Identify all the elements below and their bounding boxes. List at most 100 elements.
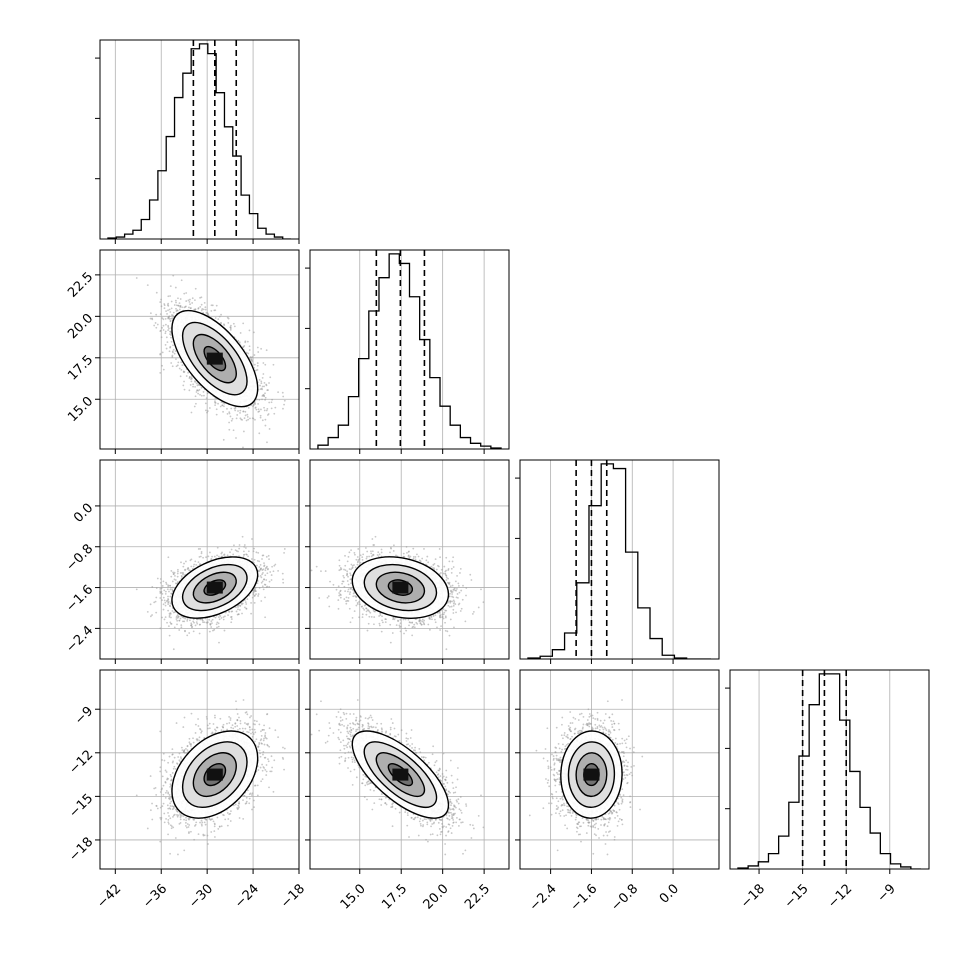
sample-point [216,621,219,624]
sample-point [264,616,267,619]
sample-point [248,345,251,348]
sample-point [266,441,268,444]
sample-point [161,317,164,319]
sample-point [159,330,162,333]
sample-point [260,576,263,579]
sample-point [242,345,245,348]
sample-point [198,632,201,635]
sample-point [244,340,247,343]
sample-point [170,300,173,303]
sample-point [253,331,255,334]
sample-point [166,341,169,344]
sample-point [263,562,265,565]
sample-point [179,304,182,307]
sample-point [260,387,263,390]
sample-point [163,599,166,602]
sample-point [230,324,232,327]
sample-point [171,314,173,316]
sample-point [258,398,261,401]
sample-point [172,573,175,575]
sample-point [254,418,256,421]
sample-point [183,292,186,295]
sample-point [227,321,230,324]
sample-point [273,412,276,415]
sample-point [217,555,220,558]
sample-point [203,621,206,624]
sample-point [255,408,258,411]
panel-1-0: 15.017.520.022.5 [65,249,300,454]
sample-point [193,563,196,566]
sample-point [187,306,190,309]
sample-point [176,575,179,578]
sample-point [169,345,172,348]
sample-point [220,313,222,316]
sample-point [177,297,179,300]
sample-point [224,611,227,614]
sample-point [186,634,189,637]
sample-point [168,308,171,311]
sample-point [161,616,163,619]
sample-point [156,577,159,580]
sample-point [153,601,156,604]
sample-point [172,311,175,314]
sample-point [246,340,249,343]
sample-point [228,411,231,414]
sample-point [196,389,199,392]
sample-point [232,553,235,556]
sample-point [176,581,179,583]
sample-point [178,367,181,370]
sample-point [259,414,262,417]
sample-point [204,409,207,412]
sample-point [272,363,275,366]
sample-point [135,277,138,279]
sample-point [250,602,252,604]
sample-point [243,544,246,546]
sample-point [174,286,177,289]
sample-point [235,437,237,439]
sample-point [211,304,214,307]
sample-point [235,606,237,608]
sample-point [251,596,254,599]
sample-point [243,417,246,420]
sample-point [168,614,171,617]
sample-point [261,385,264,388]
sample-point [192,385,194,388]
sample-point [213,309,216,312]
sample-point [264,363,267,366]
sample-point [256,559,259,562]
sample-point [165,310,167,313]
sample-point [183,388,186,391]
sample-point [192,565,195,568]
sample-point [227,317,230,320]
sample-point [170,336,172,339]
sample-point [244,410,247,413]
sample-point [208,407,211,409]
sample-point [213,555,216,558]
sample-point [169,285,172,288]
sample-point [180,575,183,577]
sample-point [246,598,249,600]
sample-point [176,364,179,367]
sample-point [200,394,203,397]
sample-point [272,570,275,573]
sample-point [165,336,168,339]
sample-point [266,565,268,568]
sample-point [169,612,172,614]
sample-point [192,620,195,623]
sample-point [220,617,223,619]
sample-point [151,317,153,320]
sample-point [190,376,193,379]
sample-point [193,621,195,624]
sample-point [174,611,176,614]
sample-point [173,578,176,581]
sample-point [168,327,170,330]
sample-point [179,572,182,574]
sample-point [167,316,170,319]
sample-point [255,398,258,401]
sample-point [262,588,265,591]
sample-point [170,307,173,310]
sample-point [264,424,267,427]
sample-point [204,402,207,405]
sample-point [193,405,196,408]
